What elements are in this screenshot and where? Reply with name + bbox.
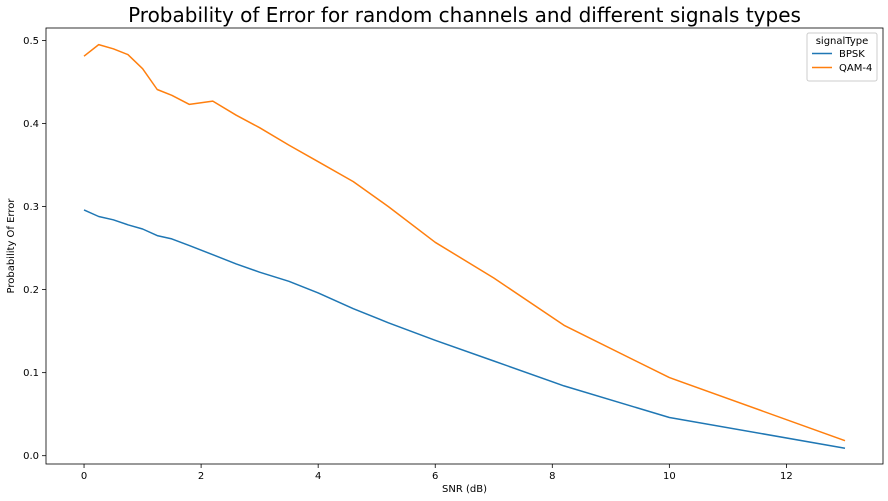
y-axis-label: Probability Of Error (6, 198, 17, 294)
x-tick-label: 12 (780, 471, 793, 482)
y-tick-label: 0.4 (23, 119, 39, 130)
legend: signalType BPSK QAM-4 (806, 32, 878, 82)
legend-items: BPSK QAM-4 (812, 49, 872, 74)
plot-frame (45, 27, 884, 465)
y-axis: 0.0 0.1 0.2 0.3 0.4 0.5 (23, 36, 46, 462)
plot-area-border (45, 27, 884, 465)
x-tick-label: 2 (198, 471, 204, 482)
x-axis: 0 2 4 6 8 10 12 (81, 464, 793, 482)
x-tick-label: 6 (432, 471, 438, 482)
legend-box (806, 32, 878, 82)
series-line-qam-4 (83, 43, 846, 442)
legend-label: BPSK (839, 49, 865, 60)
y-tick-label: 0.0 (23, 451, 39, 462)
y-tick-label: 0.3 (23, 202, 39, 213)
y-tick-label: 0.5 (23, 36, 39, 47)
series-lines (83, 43, 846, 449)
x-tick-label: 4 (315, 471, 321, 482)
y-tick-label: 0.1 (23, 368, 39, 379)
x-axis-label: SNR (dB) (442, 484, 487, 495)
x-tick-label: 0 (81, 471, 87, 482)
series-line-bpsk (83, 209, 846, 449)
chart-title: Probability of Error for random channels… (128, 3, 801, 27)
x-tick-label: 10 (663, 471, 676, 482)
x-tick-label: 8 (549, 471, 555, 482)
legend-title: signalType (816, 36, 869, 47)
y-tick-label: 0.2 (23, 285, 39, 296)
legend-label: QAM-4 (839, 63, 872, 74)
